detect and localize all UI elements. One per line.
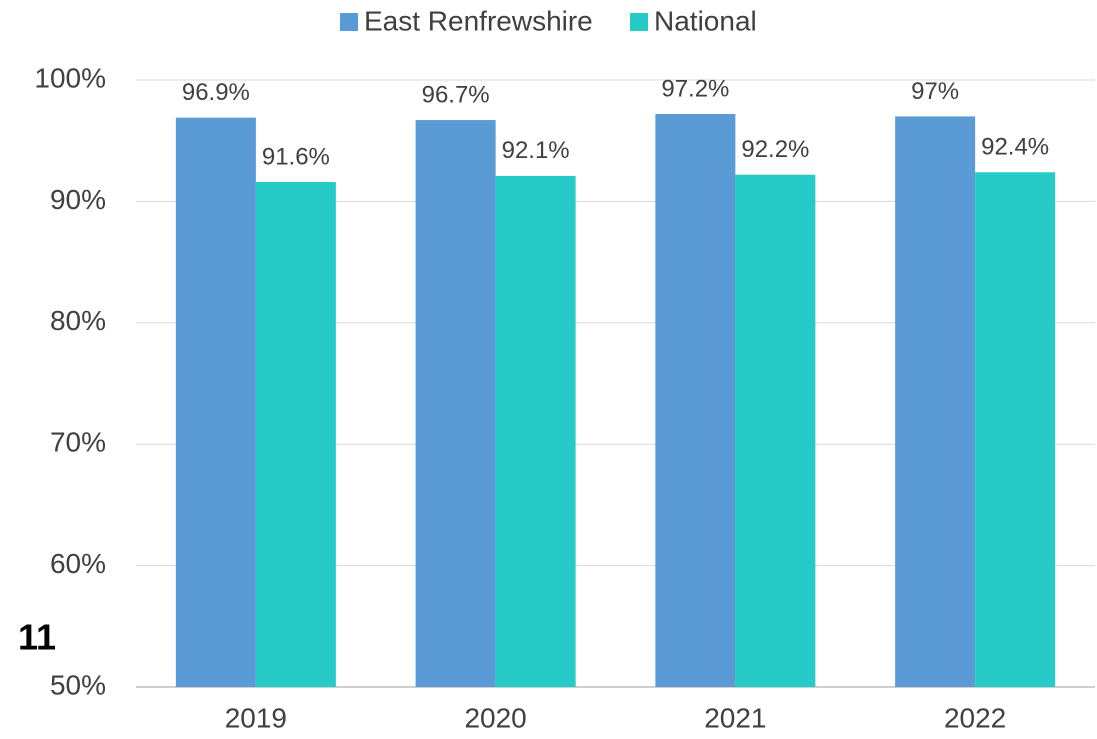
bar	[415, 120, 496, 687]
legend-label: National	[654, 5, 757, 36]
value-label: 97.2%	[661, 75, 729, 102]
value-label: 96.7%	[422, 81, 490, 108]
y-tick-label: 90%	[50, 184, 106, 215]
y-tick-label: 50%	[50, 669, 106, 700]
bar	[655, 113, 736, 687]
value-label: 92.1%	[502, 137, 570, 164]
page-number: 11	[18, 617, 56, 658]
legend-label: East Renfrewshire	[364, 5, 593, 36]
legend-swatch	[340, 13, 358, 31]
y-tick-label: 60%	[50, 548, 106, 579]
bar	[175, 117, 256, 687]
y-tick-label: 70%	[50, 427, 106, 458]
bar	[255, 181, 336, 687]
y-tick-label: 80%	[50, 305, 106, 336]
bar	[895, 116, 976, 688]
x-tick-label: 2020	[464, 702, 526, 733]
bar	[495, 175, 576, 687]
legend-swatch	[630, 13, 648, 31]
x-tick-label: 2019	[225, 702, 287, 733]
value-label: 96.9%	[182, 79, 250, 106]
x-tick-label: 2022	[944, 702, 1006, 733]
y-tick-label: 100%	[34, 62, 106, 93]
value-label: 91.6%	[262, 143, 330, 170]
x-tick-label: 2021	[704, 702, 766, 733]
value-label: 97%	[911, 78, 959, 105]
bar	[975, 172, 1056, 688]
bar	[735, 174, 816, 687]
value-label: 92.2%	[741, 136, 809, 163]
value-label: 92.4%	[981, 134, 1049, 161]
